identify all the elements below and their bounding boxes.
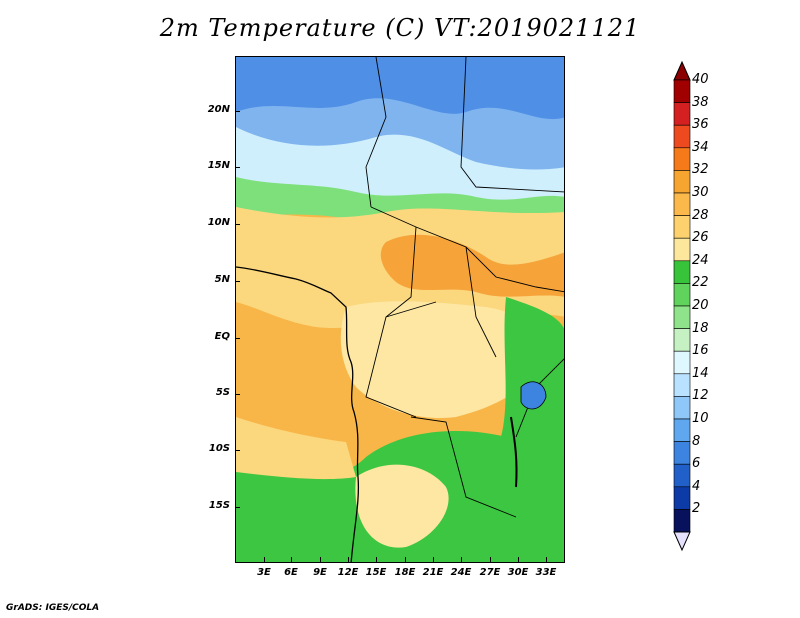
lat-label: 20N: [207, 104, 230, 115]
lat-label: 10S: [208, 443, 230, 454]
lon-label: 15E: [365, 567, 387, 578]
colorbar-level-label: 38: [692, 94, 709, 110]
lon-tick: [490, 557, 491, 562]
colorbar-segment: [673, 283, 691, 307]
colorbar-segment: [673, 79, 691, 103]
lat-label: 10N: [207, 217, 230, 228]
lon-label: 3E: [257, 567, 271, 578]
lon-label: 27E: [479, 567, 501, 578]
lat-tick: [235, 224, 240, 225]
lon-label: 9E: [313, 567, 327, 578]
colorbar-segment: [673, 350, 691, 375]
lat-label: 5N: [214, 274, 230, 285]
colorbar-segment: [673, 215, 691, 239]
lon-tick: [291, 557, 292, 562]
lon-tick: [433, 557, 434, 562]
lat-tick: [235, 450, 240, 451]
lake-tanganyika: [510, 416, 518, 488]
colorbar-segment: [673, 102, 691, 126]
lon-tick: [405, 557, 406, 562]
lon-label: 12E: [337, 567, 359, 578]
credit-text: GrADS: IGES/COLA: [6, 603, 100, 613]
colorbar-level-label: 6: [692, 456, 701, 472]
colorbar-segment: [673, 328, 691, 352]
colorbar-level-label: 4: [692, 478, 701, 494]
colorbar-level-label: 30: [692, 185, 709, 200]
lon-label: 30E: [507, 567, 529, 578]
lon-tick: [461, 557, 462, 562]
colorbar-level-label: 2: [692, 501, 701, 517]
lat-label: 15S: [208, 500, 230, 511]
colorbar-segment: [673, 509, 691, 533]
lat-tick: [235, 111, 240, 112]
lon-label: 21E: [422, 567, 444, 578]
colorbar-segment: [673, 170, 691, 194]
lon-tick: [348, 557, 349, 562]
colorbar-segment: [673, 486, 691, 510]
chart-title: 2m Temperature (C) VT:2019021121: [159, 14, 641, 42]
lake-victoria: [520, 381, 547, 410]
colorbar-segment: [673, 373, 691, 397]
temperature-map: [235, 56, 565, 563]
colorbar-segment: [673, 124, 691, 149]
colorbar-segment: [673, 463, 691, 488]
region-south-yellow: [355, 464, 449, 548]
lat-tick: [235, 394, 240, 395]
colorbar-segment: [673, 237, 691, 262]
region-hot-spot: [380, 234, 564, 297]
colorbar-level-label: 10: [692, 411, 709, 426]
lat-label: 5S: [215, 387, 230, 398]
colorbar-level-label: 36: [692, 117, 709, 133]
lat-label: 15N: [207, 160, 230, 171]
region-sahara-core: [236, 57, 564, 119]
colorbar-level-label: 14: [692, 365, 709, 381]
colorbar-level-label: 22: [692, 275, 709, 291]
colorbar-segment: [673, 260, 691, 284]
region-congo-basin: [340, 301, 536, 418]
colorbar-level-label: 20: [692, 298, 709, 313]
colorbar-level-label: 34: [692, 139, 709, 155]
lon-label: 24E: [450, 567, 472, 578]
lon-tick: [546, 557, 547, 562]
colorbar-level-label: 12: [692, 388, 709, 404]
colorbar-segment: [673, 418, 691, 442]
lon-tick: [320, 557, 321, 562]
colorbar-level-label: 16: [692, 343, 709, 359]
colorbar-level-label: 28: [692, 207, 709, 223]
colorbar-segment: [673, 192, 691, 216]
colorbar-segment: [673, 305, 691, 329]
lon-label: 33E: [535, 567, 557, 578]
colorbar-level-label: 40: [692, 72, 709, 87]
lon-label: 18E: [394, 567, 416, 578]
colorbar-level-label: 26: [692, 230, 709, 246]
lon-label: 6E: [284, 567, 298, 578]
colorbar-level-label: 32: [692, 162, 709, 178]
lon-tick: [518, 557, 519, 562]
colorbar-under-triangle: [673, 531, 691, 552]
lon-tick: [376, 557, 377, 562]
colorbar-segment: [673, 396, 691, 420]
lat-tick: [235, 281, 240, 282]
lat-tick: [235, 507, 240, 508]
colorbar: [673, 60, 691, 552]
colorbar-level-label: 18: [692, 320, 709, 336]
lat-label: EQ: [214, 331, 230, 342]
colorbar-over-triangle: [673, 60, 691, 81]
lat-tick: [235, 167, 240, 168]
lon-tick: [264, 557, 265, 562]
coastline: [236, 266, 360, 562]
colorbar-segment: [673, 147, 691, 171]
colorbar-level-label: 8: [692, 433, 701, 449]
colorbar-level-label: 24: [692, 252, 709, 268]
lat-tick: [235, 338, 240, 339]
colorbar-segment: [673, 441, 691, 465]
region-atlantic-belt: [236, 417, 356, 480]
